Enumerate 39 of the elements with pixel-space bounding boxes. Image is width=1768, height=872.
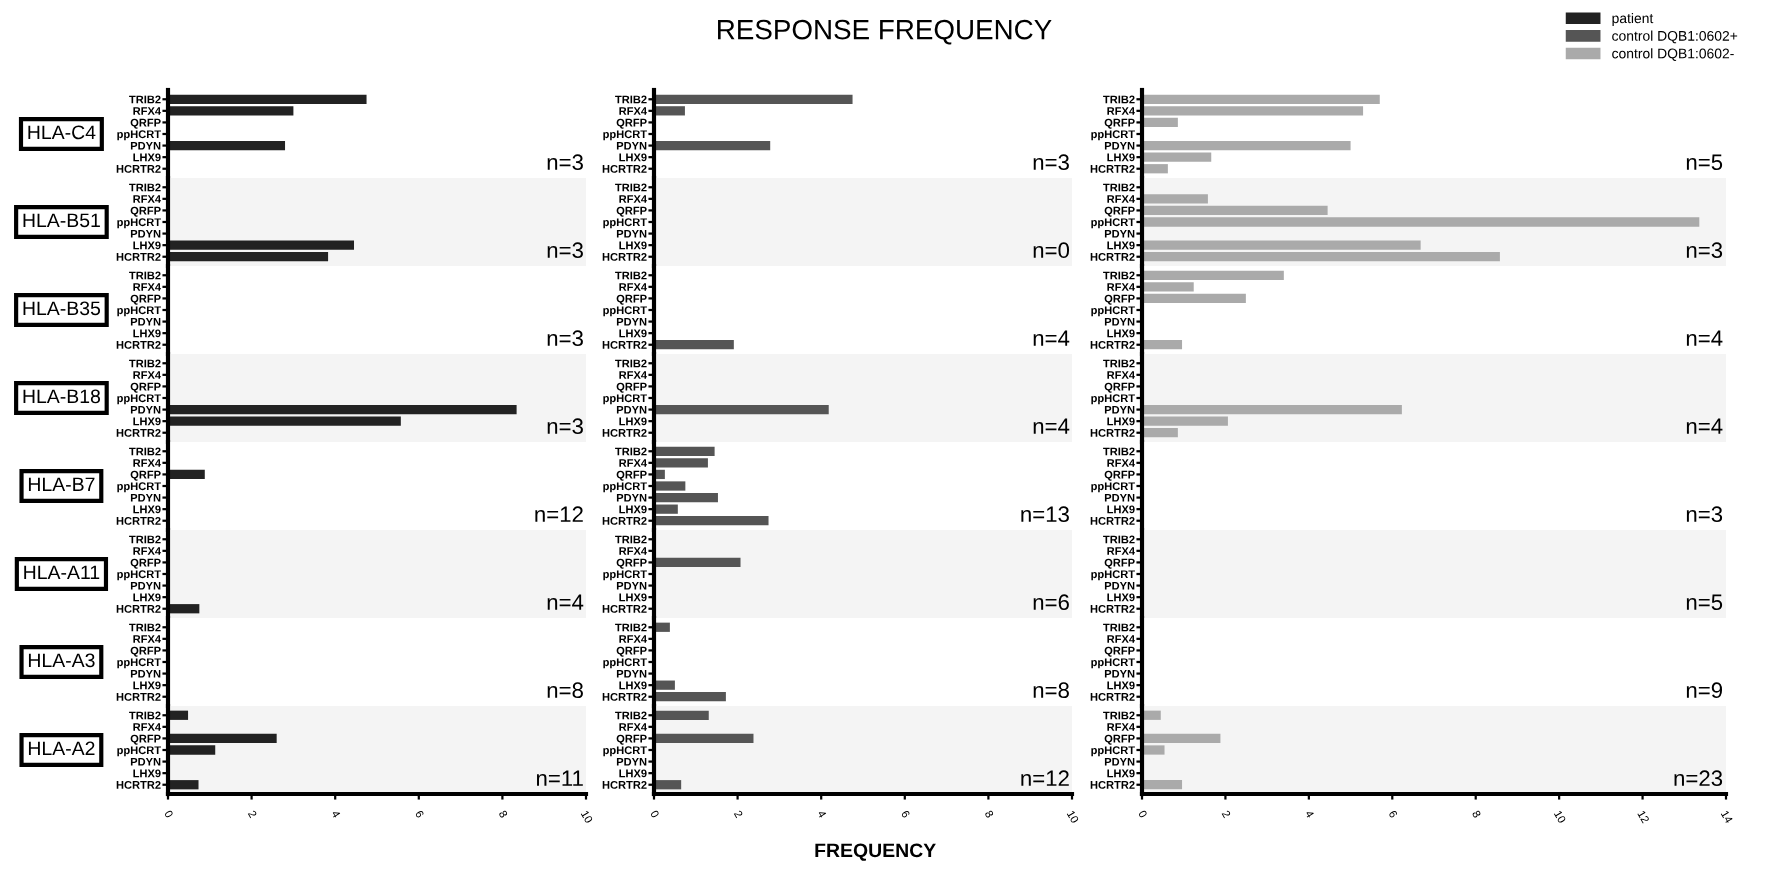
annotation: n=3 bbox=[547, 330, 583, 347]
y-axis-title: HLA-C4 bbox=[28, 125, 96, 140]
annotation: n=12 bbox=[535, 506, 583, 522]
bar bbox=[654, 733, 754, 744]
annotation: n=4 bbox=[1033, 330, 1070, 346]
annotation: n=5 bbox=[1686, 154, 1723, 171]
bar bbox=[1142, 780, 1183, 790]
y-axis-title: HLA-B51 bbox=[23, 213, 100, 228]
annotation: n=4 bbox=[1033, 418, 1070, 434]
y-axis-title: HLA-A2 bbox=[28, 741, 95, 756]
bar bbox=[168, 780, 199, 790]
annotation: n=4 bbox=[1686, 330, 1723, 346]
annotation: n=6 bbox=[1033, 594, 1069, 611]
annotation: n=13 bbox=[1021, 506, 1069, 523]
y-axis-title: HLA-A11 bbox=[24, 565, 100, 580]
y-axis-title: HLA-B35 bbox=[23, 301, 101, 316]
annotation: n=4 bbox=[1686, 418, 1723, 434]
y-axis-title: HLA-B18 bbox=[23, 389, 101, 404]
annotation: n=3 bbox=[547, 242, 583, 259]
annotation: n=4 bbox=[547, 594, 584, 610]
annotation: n=0 bbox=[1033, 242, 1070, 259]
annotation: n=8 bbox=[1033, 682, 1069, 699]
annotation: n=3 bbox=[1033, 154, 1069, 171]
annotation: n=23 bbox=[1674, 770, 1723, 787]
annotation: n=5 bbox=[1686, 594, 1723, 611]
annotation: n=3 bbox=[547, 154, 583, 171]
y-axis-title: HLA-A3 bbox=[28, 653, 95, 668]
y-axis-title: HLA-B7 bbox=[28, 477, 95, 492]
bar bbox=[654, 710, 709, 720]
annotation: n=12 bbox=[1021, 770, 1069, 786]
annotation: n=3 bbox=[547, 418, 583, 435]
annotation: n=8 bbox=[547, 682, 583, 699]
annotation: n=3 bbox=[1686, 242, 1723, 259]
chart-title: RESPONSE FREQUENCY bbox=[718, 19, 1052, 45]
bar bbox=[1142, 340, 1183, 350]
annotation: n=11 bbox=[536, 770, 583, 786]
annotation: n=9 bbox=[1686, 682, 1723, 699]
x-axis-title: FREQUENCY bbox=[815, 843, 936, 861]
annotation: n=3 bbox=[1686, 506, 1723, 523]
